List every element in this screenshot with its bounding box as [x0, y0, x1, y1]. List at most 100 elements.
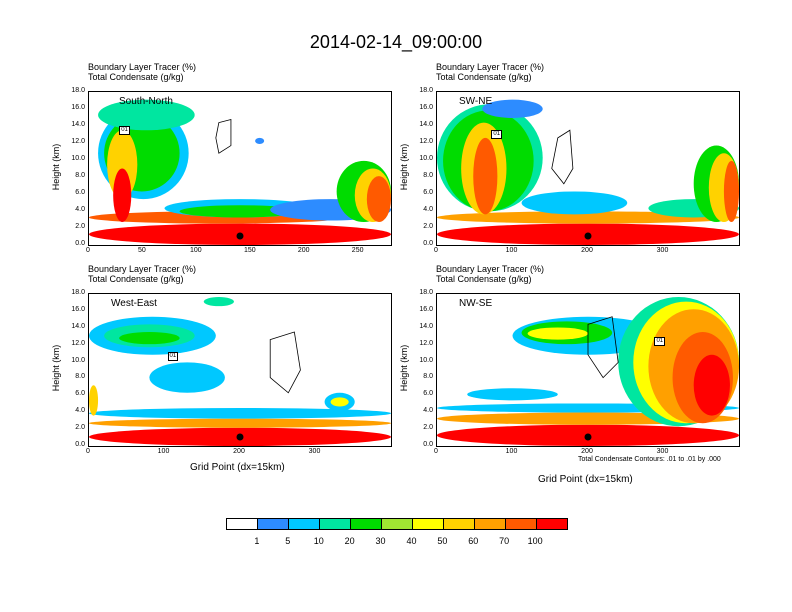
- y-tick-label: 0.0: [75, 240, 85, 247]
- condensate-region: [467, 388, 558, 401]
- condensate-region: [473, 137, 498, 215]
- y-tick-label: 18.0: [71, 87, 85, 94]
- colorbar-swatch: [227, 519, 258, 529]
- colorbar-label: 100: [527, 536, 543, 546]
- colorbar-swatch: [537, 519, 567, 529]
- condensate-region: [149, 362, 225, 393]
- header-line1: Boundary Layer Tracer (%): [436, 264, 545, 274]
- colorbar-swatch: [444, 519, 475, 529]
- y-tick-label: 10.0: [419, 356, 433, 364]
- x-tick-label: 100: [505, 448, 518, 455]
- panel-name: West-East: [111, 298, 157, 309]
- y-tick-label: 16.0: [419, 104, 433, 111]
- contour-label: 01: [491, 130, 503, 140]
- y-tick-label: 14.0: [419, 322, 433, 330]
- header-line2: Total Condensate (g/kg): [436, 274, 532, 284]
- y-tick-label: 10.0: [419, 155, 433, 162]
- panel-header-swne: Boundary Layer Tracer (%) Total Condensa…: [436, 62, 544, 82]
- colorbar-swatch: [289, 519, 320, 529]
- colorbar-label: 20: [344, 536, 355, 546]
- y-tick-label: 10.0: [71, 356, 85, 364]
- colorbar-label: 10: [313, 536, 324, 546]
- x-tick-label: 100: [190, 247, 202, 254]
- y-tick-label: 12.0: [419, 339, 433, 347]
- y-tick-label: 12.0: [419, 138, 433, 145]
- header-line2: Total Condensate (g/kg): [436, 72, 532, 82]
- location-marker: [236, 433, 244, 441]
- condensate-region: [119, 332, 180, 345]
- panel-sw-ne: SW-NE 01: [436, 91, 740, 246]
- y-tick-label: 18.0: [71, 289, 85, 296]
- x-tick-label: 0: [434, 448, 438, 455]
- panel-header-we: Boundary Layer Tracer (%) Total Condensa…: [88, 264, 196, 284]
- header-line1: Boundary Layer Tracer (%): [436, 62, 545, 72]
- condensate-region: [255, 137, 265, 145]
- y-tick-label: 18.0: [419, 87, 433, 94]
- condensate-contour: [551, 129, 574, 185]
- y-tick-label: 2.0: [75, 424, 85, 432]
- x-axis-label-nwse: Grid Point (dx=15km): [538, 474, 633, 485]
- x-tick-label: 100: [157, 448, 170, 455]
- colorbar-label: 50: [437, 536, 448, 546]
- x-tick-label: 100: [505, 247, 518, 254]
- y-tick-label: 16.0: [71, 305, 85, 313]
- colorbar-swatch: [506, 519, 537, 529]
- x-tick-label: 300: [656, 448, 669, 455]
- y-tick-label: 14.0: [71, 121, 85, 128]
- contour-label: 01: [654, 336, 666, 346]
- y-tick-label: 16.0: [71, 104, 85, 111]
- colorbar: [226, 518, 568, 530]
- y-axis-label-sn: Height (km): [51, 143, 61, 191]
- y-tick-label: 8.0: [423, 172, 433, 179]
- y-tick-label: 16.0: [419, 305, 433, 313]
- location-marker: [584, 433, 592, 441]
- y-tick-label: 8.0: [423, 373, 433, 381]
- x-tick-label: 200: [297, 247, 310, 254]
- heatmap-south-north: [89, 99, 391, 245]
- condensate-contour: [269, 331, 301, 394]
- heatmap-nw-se: [437, 297, 739, 446]
- colorbar-label: 30: [375, 536, 386, 546]
- x-tick-label: 0: [86, 448, 90, 455]
- x-tick-label: 50: [138, 247, 146, 254]
- y-tick-label: 14.0: [71, 322, 85, 330]
- condensate-region: [527, 327, 588, 340]
- x-tick-label: 0: [86, 247, 90, 254]
- colorbar-label: 60: [468, 536, 479, 546]
- y-tick-label: 4.0: [423, 206, 433, 213]
- y-tick-label: 18.0: [419, 289, 433, 296]
- y-tick-label: 10.0: [71, 155, 85, 162]
- header-line2: Total Condensate (g/kg): [88, 274, 184, 284]
- y-tick-label: 6.0: [423, 390, 433, 398]
- condensate-region: [89, 418, 391, 428]
- contour-label: 01: [119, 125, 130, 135]
- x-axis-label-we: Grid Point (dx=15km): [190, 462, 285, 473]
- condensate-contour: [587, 316, 619, 379]
- colorbar-swatch: [382, 519, 413, 529]
- y-tick-label: 4.0: [75, 206, 85, 213]
- condensate-region: [366, 176, 391, 223]
- y-tick-label: 2.0: [423, 424, 433, 432]
- x-tick-label: 300: [308, 448, 321, 455]
- y-tick-label: 8.0: [75, 373, 85, 381]
- condensate-region: [330, 397, 349, 407]
- x-tick-label: 250: [351, 247, 364, 254]
- panel-south-north: South-North 01: [88, 91, 392, 246]
- colorbar-label: 1: [254, 536, 260, 546]
- y-tick-label: 12.0: [71, 339, 85, 347]
- x-tick-label: 200: [581, 448, 593, 455]
- y-tick-label: 0.0: [423, 240, 433, 247]
- y-tick-label: 2.0: [75, 223, 85, 230]
- colorbar-label: 70: [499, 536, 510, 546]
- x-tick-label: 0: [434, 247, 438, 254]
- x-tick-label: 300: [656, 247, 669, 254]
- colorbar-swatch: [351, 519, 382, 529]
- y-tick-label: 6.0: [75, 189, 85, 196]
- y-axis-label-swne: Height (km): [399, 143, 409, 191]
- contour-label: 01: [167, 351, 179, 361]
- panel-name: SW-NE: [459, 96, 493, 107]
- condensate-region: [113, 168, 132, 223]
- y-tick-label: 2.0: [423, 223, 433, 230]
- condensate-region: [203, 297, 234, 307]
- heatmap-west-east: [89, 297, 391, 446]
